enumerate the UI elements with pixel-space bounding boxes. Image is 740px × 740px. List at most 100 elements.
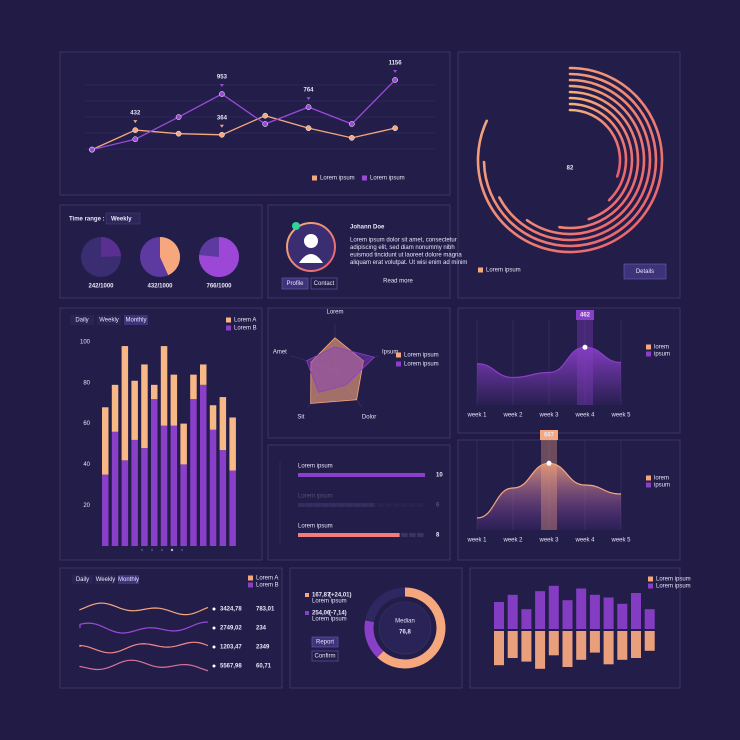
legend-label: Lorem ipsum [320, 176, 355, 182]
bar-segment [111, 384, 119, 432]
row-value: 1203,47 [220, 645, 242, 651]
bar [631, 593, 641, 629]
point [348, 121, 355, 127]
status-dot [292, 222, 300, 230]
highlight-band [541, 430, 557, 530]
point [219, 91, 225, 97]
profile-button[interactable] [281, 277, 309, 290]
progress-bar [298, 503, 375, 507]
row-change: (-7,14) [329, 611, 347, 617]
bar-segment [209, 429, 217, 546]
y-tick-label: 80 [83, 380, 90, 386]
point [175, 130, 182, 137]
tab[interactable] [95, 575, 116, 584]
tab[interactable] [124, 315, 148, 325]
center-value: 76,8 [399, 630, 411, 636]
tab[interactable] [70, 315, 94, 325]
gauge-ring [482, 72, 658, 248]
gauge-ring [568, 108, 622, 178]
legend-label: ipsum [654, 352, 670, 358]
bar-segment [160, 425, 168, 546]
track-segment [409, 503, 416, 507]
track-segment [369, 503, 376, 507]
tab-label: Weekly [99, 318, 119, 324]
bar [644, 609, 655, 629]
gauge-value: 82 [567, 166, 574, 172]
donut-inner [378, 601, 432, 655]
bar [535, 631, 546, 669]
bar-segment [151, 399, 158, 546]
x-tick-label: week 1 [466, 413, 487, 419]
bar-segment [219, 397, 227, 451]
bar [576, 631, 587, 660]
action-button[interactable] [311, 636, 339, 648]
track-segment [353, 503, 360, 507]
legend-swatch [248, 582, 253, 588]
label-pointer [306, 97, 311, 101]
wave-dot [212, 607, 216, 611]
bar [548, 631, 559, 656]
tab[interactable] [72, 575, 93, 584]
bar [631, 631, 641, 658]
tab[interactable] [118, 575, 139, 584]
details-button[interactable] [623, 263, 667, 280]
bar-segment [170, 374, 178, 426]
bar-segment [219, 450, 227, 546]
bar [507, 594, 518, 629]
line-series [91, 115, 396, 151]
profile-button[interactable] [310, 277, 338, 290]
legend-swatch [226, 317, 231, 323]
x-tick-label: week 4 [574, 538, 595, 544]
label-pointer [219, 124, 224, 128]
bar-segment [229, 417, 236, 471]
bar-segment [131, 439, 138, 546]
legend-swatch [312, 175, 317, 181]
y-tick-label: 100 [80, 340, 91, 346]
bar-segment [151, 384, 158, 400]
bar [603, 631, 614, 665]
highlight-label: 667 [544, 433, 555, 439]
x-tick-label: week 5 [610, 413, 631, 419]
bar [521, 609, 532, 629]
track-segment [305, 503, 313, 507]
bar [548, 585, 559, 629]
page-dot [140, 548, 144, 552]
x-tick-label: week 1 [466, 538, 487, 544]
wave [79, 602, 209, 616]
bar [644, 631, 655, 651]
data-label: 953 [217, 75, 228, 81]
action-button[interactable] [311, 650, 339, 662]
legend-swatch [648, 576, 653, 582]
legend-label: Lorem ipsum [404, 362, 439, 368]
bar [589, 594, 600, 629]
wave-dot [212, 645, 216, 649]
selector[interactable] [105, 212, 141, 225]
x-tick-label: week 4 [574, 413, 595, 419]
progress-label: Lorem ipsum [298, 464, 333, 470]
legend-swatch [646, 351, 651, 357]
pie-label: 432/1000 [147, 284, 173, 290]
panel [59, 567, 283, 689]
profile-text: adipiscing elit, sed diam nonummy nibh [350, 245, 455, 251]
tab[interactable] [97, 315, 121, 325]
row-change: 783,01 [256, 607, 275, 613]
track-segment [393, 503, 400, 507]
bar-segment [141, 448, 148, 546]
row-change: (+24,01) [329, 593, 352, 599]
bar-segment [111, 431, 119, 546]
row-change: 234 [256, 626, 267, 632]
point [348, 134, 355, 141]
bar-segment [141, 364, 148, 449]
pie-label: 242/1000 [88, 284, 114, 290]
bar [603, 597, 614, 629]
gauge-arc [476, 66, 664, 254]
read-more[interactable]: Read more [383, 279, 413, 285]
track-segment [337, 503, 345, 507]
x-tick-label: week 3 [538, 413, 559, 419]
page-dot [180, 548, 184, 552]
legend-label: Lorem ipsum [656, 577, 691, 583]
point [132, 136, 139, 143]
gauge-ring [525, 84, 646, 236]
wave-dot [212, 626, 216, 630]
legend-label: lorem [654, 476, 669, 482]
